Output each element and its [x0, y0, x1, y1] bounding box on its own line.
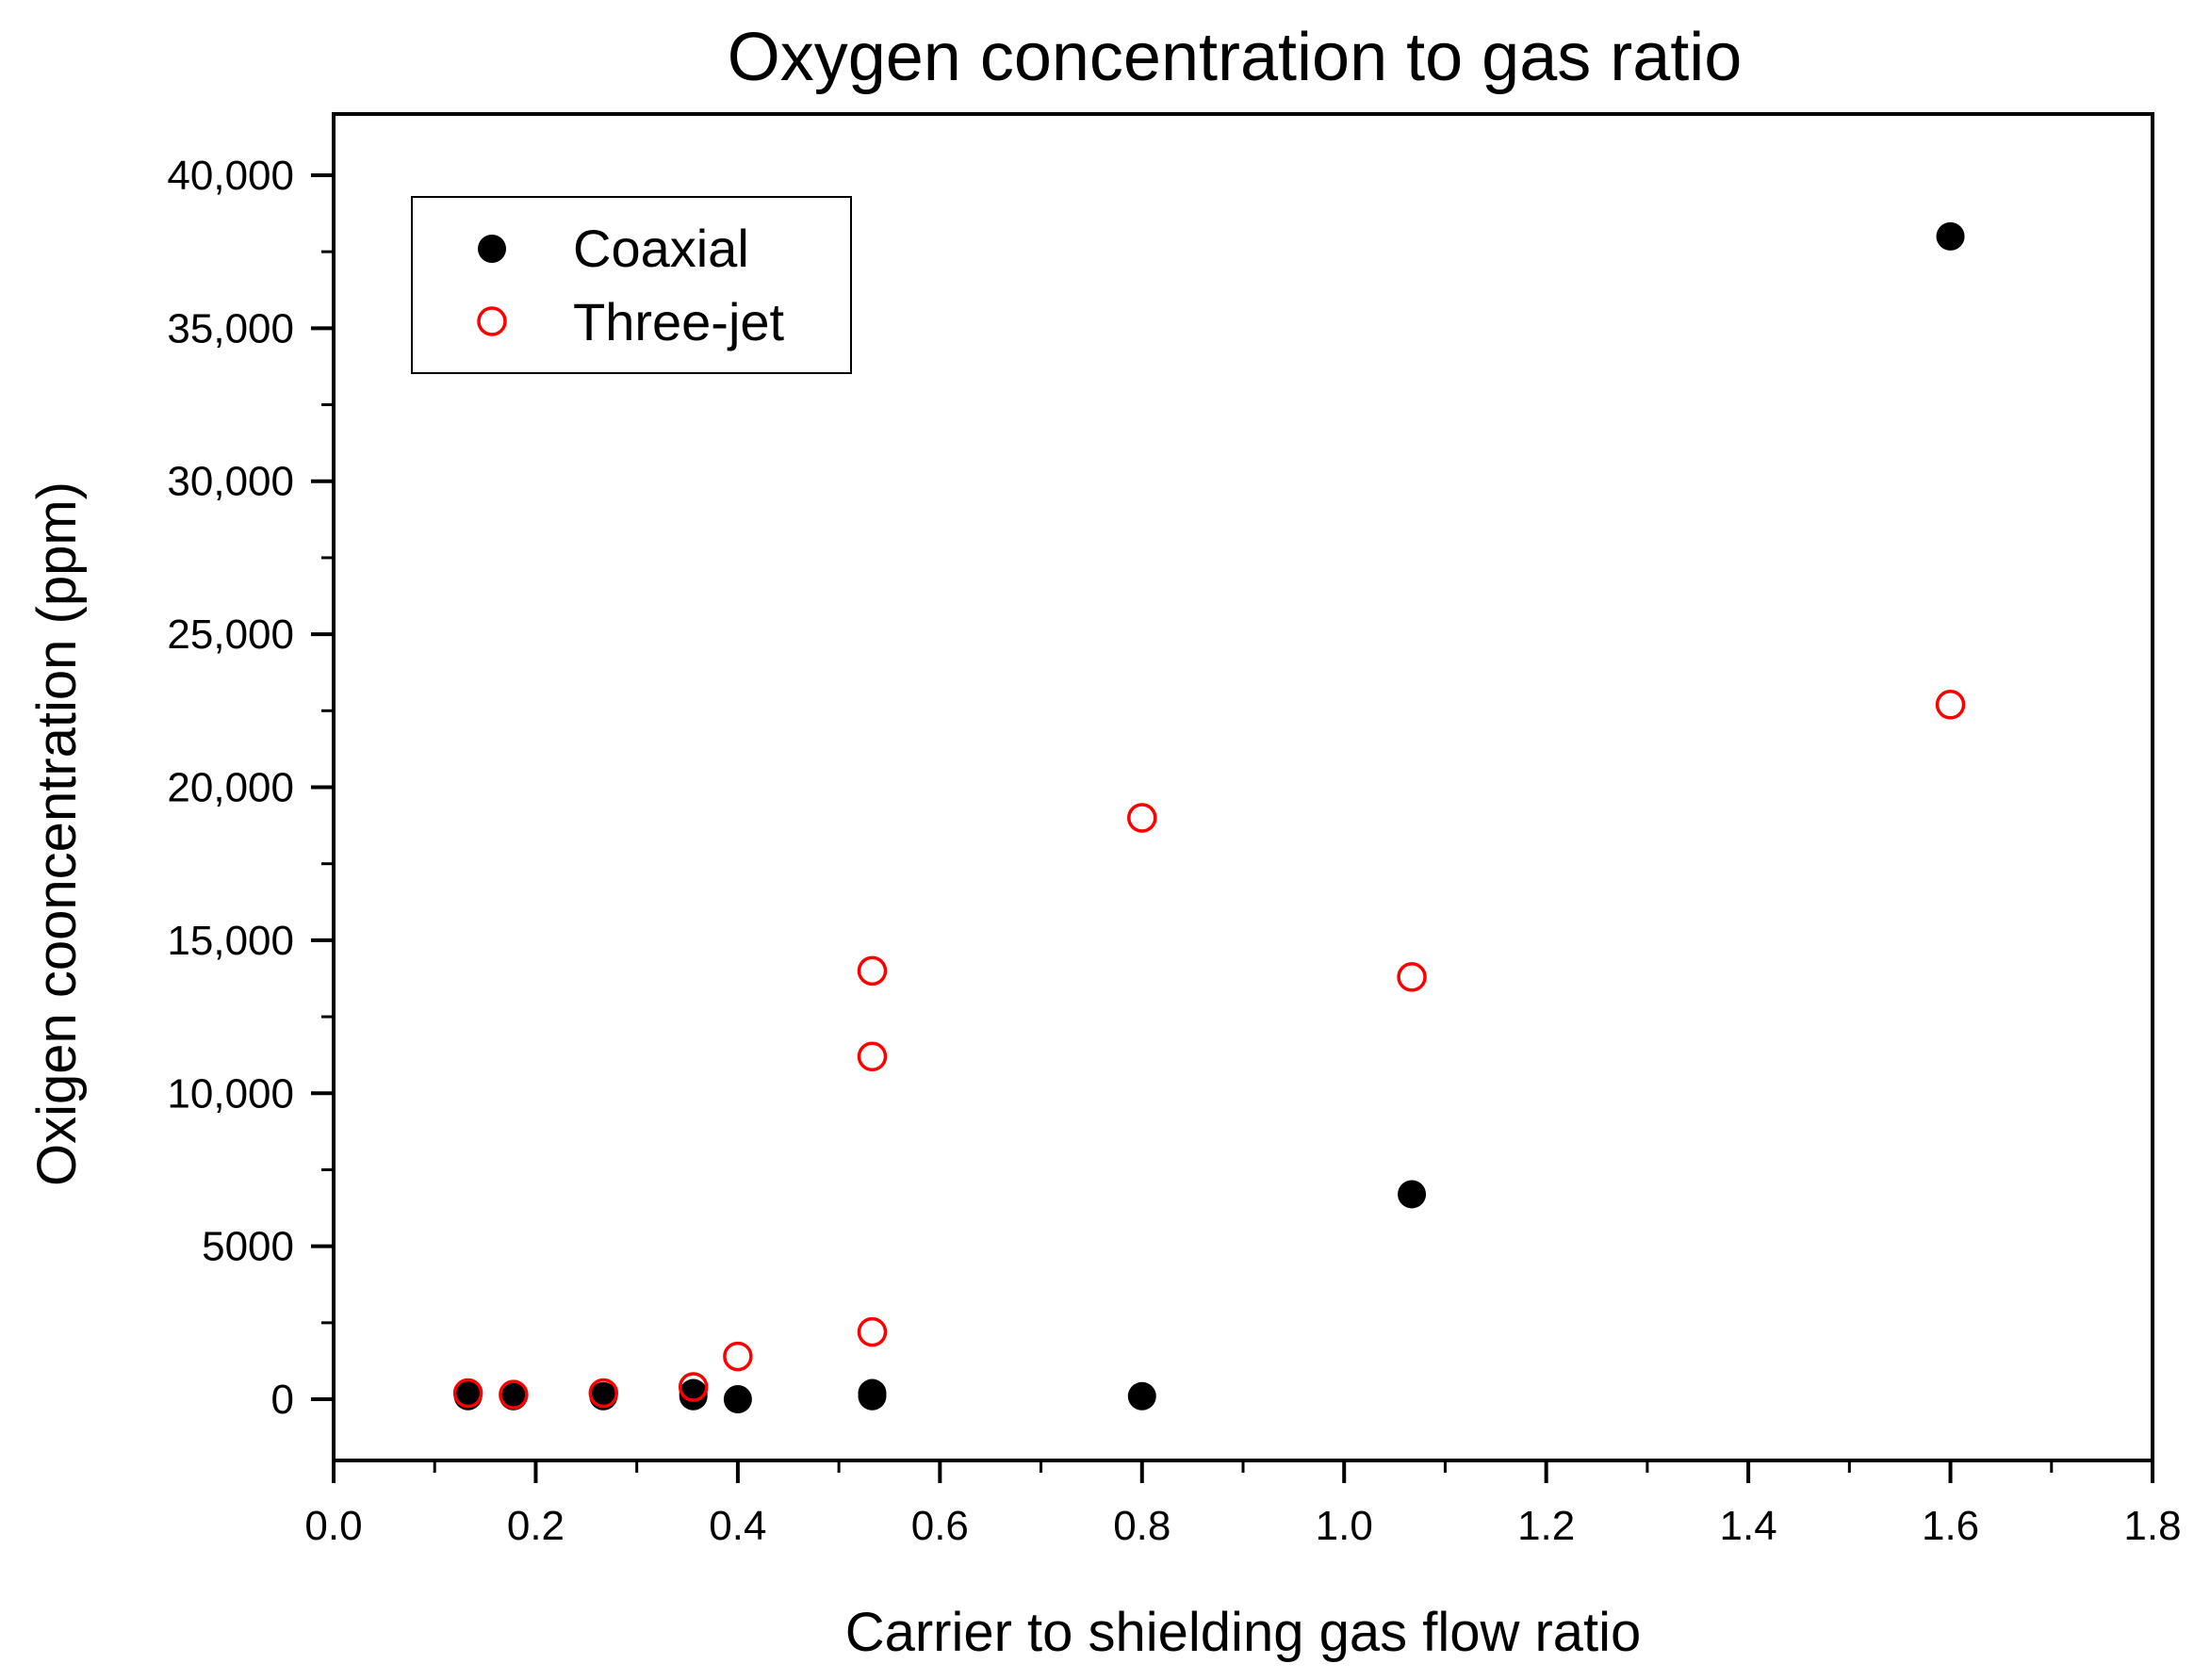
y-tick-label: 30,000 [167, 459, 294, 505]
x-tick-label: 0.6 [911, 1503, 969, 1549]
data-point-three-jet [452, 1378, 483, 1409]
data-point-coaxial [723, 1385, 752, 1414]
data-point-coaxial [499, 1381, 528, 1411]
x-axis-label: Carrier to shielding gas flow ratio [845, 1602, 1642, 1663]
y-tick-label: 5000 [202, 1224, 294, 1270]
y-tick-label: 35,000 [167, 305, 294, 351]
data-point-three-jet [678, 1372, 709, 1402]
x-tick-label: 0.2 [507, 1503, 565, 1549]
x-tick-label: 0.8 [1113, 1503, 1171, 1549]
data-point-three-jet [588, 1378, 619, 1409]
legend-marker-coaxial [478, 235, 506, 263]
data-point-coaxial [679, 1378, 708, 1408]
y-tick-label: 20,000 [167, 765, 294, 811]
x-tick-label: 1.0 [1316, 1503, 1373, 1549]
x-tick-label: 0.0 [304, 1503, 362, 1549]
data-point-three-jet [1127, 803, 1157, 833]
y-tick-label: 15,000 [167, 918, 294, 964]
data-point-coaxial [1936, 221, 1965, 251]
legend-label-coaxial: Coaxial [573, 219, 749, 278]
plot-frame [332, 112, 2154, 1462]
data-point-three-jet [723, 1341, 753, 1372]
data-point-coaxial [1398, 1180, 1427, 1209]
chart-title: Oxygen concentration to gas ratio [728, 20, 1743, 95]
data-point-three-jet [857, 1316, 888, 1347]
legend-box [411, 196, 852, 374]
x-tick-label: 1.4 [1720, 1503, 1777, 1549]
y-axis-label: Oxigen cooncentration (ppm) [26, 481, 88, 1186]
y-tick-label: 0 [271, 1377, 294, 1423]
x-tick-label: 0.4 [709, 1503, 766, 1549]
axis-ticks: 0.0 0.2 0.4 0.6 0.8 1.0 1.2 1.4 1.6 1.8 0 5000 10,00… [167, 153, 2181, 1549]
data-point-coaxial [858, 1378, 887, 1408]
legend-marker-three-jet [477, 306, 507, 336]
y-tick-label: 10,000 [167, 1070, 294, 1117]
data-point-three-jet [857, 1041, 888, 1072]
x-tick-label: 1.6 [1922, 1503, 1979, 1549]
y-tick-label: 40,000 [167, 153, 294, 199]
legend-label-three-jet: Three-jet [573, 292, 785, 351]
legend: Coaxial Three-jet [411, 196, 852, 374]
data-point-three-jet [1935, 690, 1966, 720]
x-tick-label: 1.8 [2123, 1503, 2181, 1549]
data-point-coaxial [453, 1378, 483, 1408]
data-point-coaxial [1127, 1381, 1156, 1411]
data-point-three-jet [499, 1379, 529, 1410]
data-point-three-jet [857, 955, 888, 987]
x-tick-label: 1.2 [1517, 1503, 1575, 1549]
data-points [452, 221, 1966, 1414]
data-point-three-jet [1397, 962, 1427, 992]
y-tick-label: 25,000 [167, 612, 294, 658]
